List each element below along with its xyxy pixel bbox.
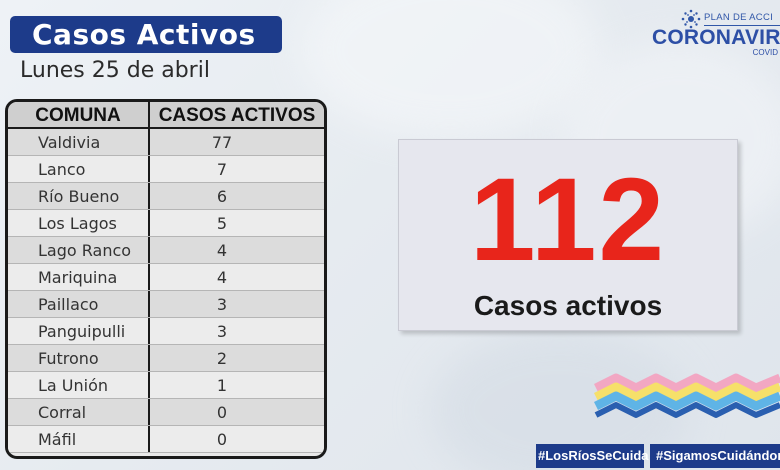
comuna-cell: Lanco <box>8 156 150 182</box>
date-subtitle: Lunes 25 de abril <box>20 58 210 83</box>
casos-cell: 5 <box>216 214 228 233</box>
logo-divider <box>704 25 780 26</box>
casos-cell: 2 <box>216 349 228 368</box>
total-cases-number: 112 <box>469 154 667 286</box>
hashtag-sigamos-cuidandonos: #SigamosCuidándon <box>650 444 780 468</box>
casos-cell: 3 <box>216 295 228 314</box>
total-cases-card: 112 Casos activos <box>398 139 738 331</box>
table-body: Valdivia 77 Lanco 7 Río Bueno 6 Los Lagos 5 … <box>8 129 324 453</box>
zigzag-decoration-icon <box>594 373 780 418</box>
table-row: Máfil 0 <box>8 426 324 453</box>
header-comuna: COMUNA <box>8 102 150 127</box>
casos-cell: 1 <box>216 376 228 395</box>
casos-cell: 4 <box>216 268 228 287</box>
table-row: Lanco 7 <box>8 156 324 183</box>
comuna-cell: Lago Ranco <box>8 237 150 263</box>
comuna-cell: La Unión <box>8 372 150 398</box>
casos-cell: 3 <box>216 322 228 341</box>
header-casos-activos: CASOS ACTIVOS <box>158 105 316 126</box>
table-row: Panguipulli 3 <box>8 318 324 345</box>
casos-cell: 4 <box>216 241 228 260</box>
comuna-cell: Río Bueno <box>8 183 150 209</box>
table-row: Río Bueno 6 <box>8 183 324 210</box>
table-row: Valdivia 77 <box>8 129 324 156</box>
hashtag-los-rios: #LosRíosSeCuida <box>536 444 649 468</box>
comuna-cell: Los Lagos <box>8 210 150 236</box>
comuna-cell: Valdivia <box>8 129 150 155</box>
comuna-cell: Futrono <box>8 345 150 371</box>
table-row: Los Lagos 5 <box>8 210 324 237</box>
comuna-cell: Corral <box>8 399 150 425</box>
coronavirus-plan-logo: PLAN DE ACCI CORONAVIRU COVID <box>642 8 780 58</box>
table-row: Paillaco 3 <box>8 291 324 318</box>
comuna-cell: Máfil <box>8 426 150 452</box>
casos-cell: 7 <box>216 160 228 179</box>
table-row: Mariquina 4 <box>8 264 324 291</box>
table-row: La Unión 1 <box>8 372 324 399</box>
table-header: COMUNA CASOS ACTIVOS <box>8 102 324 129</box>
comuna-cell: Mariquina <box>8 264 150 290</box>
total-cases-label: Casos activos <box>473 290 663 321</box>
table-row: Lago Ranco 4 <box>8 237 324 264</box>
casos-cell: 77 <box>211 133 233 152</box>
casos-cell: 6 <box>216 187 228 206</box>
table-row: Corral 0 <box>8 399 324 426</box>
logo-main-text: CORONAVIRU <box>652 26 780 49</box>
casos-cell: 0 <box>216 403 228 422</box>
logo-sub-text: COVID <box>752 48 778 57</box>
comuna-cell: Panguipulli <box>8 318 150 344</box>
table-row: Futrono 2 <box>8 345 324 372</box>
virus-burst-icon <box>681 9 701 29</box>
page-title: Casos Activos <box>10 16 282 53</box>
casos-cell: 0 <box>216 430 228 449</box>
comuna-cell: Paillaco <box>8 291 150 317</box>
cases-table: COMUNA CASOS ACTIVOS Valdivia 77 Lanco 7 R… <box>5 99 327 459</box>
logo-plan-text: PLAN DE ACCI <box>704 12 774 23</box>
